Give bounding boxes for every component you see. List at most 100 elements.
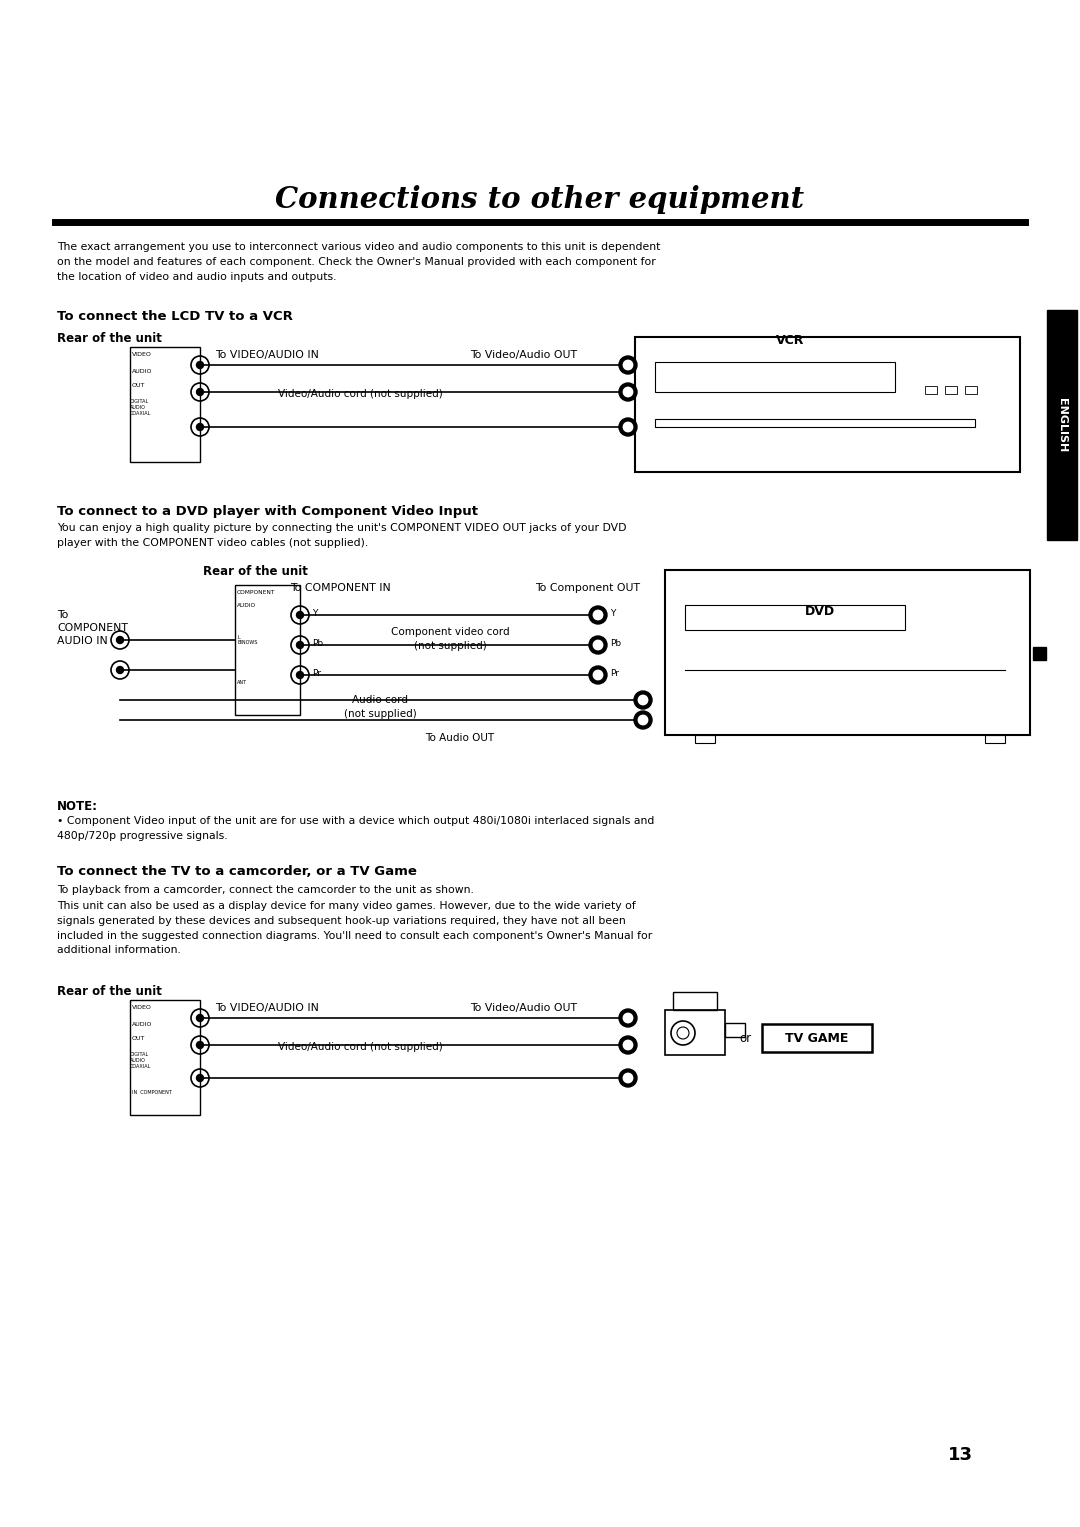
Circle shape (297, 672, 303, 678)
Text: L
BINOWS: L BINOWS (237, 635, 257, 646)
Bar (685, 605, 905, 631)
Text: ENGLISH: ENGLISH (1057, 399, 1067, 452)
Circle shape (619, 383, 637, 402)
Text: VCR: VCR (775, 334, 805, 347)
Circle shape (619, 1035, 637, 1054)
Bar (696, 734, 715, 744)
Bar (725, 1023, 745, 1037)
Text: Rear of the unit: Rear of the unit (57, 985, 162, 999)
Text: To Video/Audio OUT: To Video/Audio OUT (470, 350, 577, 360)
Text: Rear of the unit: Rear of the unit (203, 565, 308, 579)
Text: Component video cord
(not supplied): Component video cord (not supplied) (391, 628, 510, 651)
Text: • Component Video input of the unit are for use with a device which output 480i/: • Component Video input of the unit are … (57, 815, 654, 841)
Circle shape (197, 362, 203, 368)
Text: To playback from a camcorder, connect the camcorder to the unit as shown.: To playback from a camcorder, connect th… (57, 886, 474, 895)
Bar (945, 386, 957, 394)
Text: Y: Y (610, 608, 616, 617)
Text: COMPONENT: COMPONENT (237, 589, 275, 596)
Text: Pb: Pb (312, 638, 323, 647)
Circle shape (619, 1009, 637, 1028)
Text: TV GAME: TV GAME (785, 1032, 849, 1044)
Text: DIGITAL
AUDIO
COAXIAL: DIGITAL AUDIO COAXIAL (130, 1052, 151, 1069)
Text: DVD: DVD (805, 605, 835, 618)
Circle shape (117, 666, 123, 673)
Text: The exact arrangement you use to interconnect various video and audio components: The exact arrangement you use to interco… (57, 241, 660, 281)
Text: To connect to a DVD player with Component Video Input: To connect to a DVD player with Componen… (57, 505, 478, 518)
Bar (1047, 310, 1077, 541)
Text: ANT: ANT (237, 680, 247, 686)
Circle shape (622, 1012, 634, 1025)
Text: Pr: Pr (312, 669, 321, 678)
Text: To VIDEO/AUDIO IN: To VIDEO/AUDIO IN (215, 1003, 319, 1012)
Bar (665, 1009, 725, 1055)
Circle shape (589, 637, 607, 654)
Circle shape (592, 669, 604, 681)
Circle shape (592, 609, 604, 621)
Circle shape (619, 356, 637, 374)
Text: Pb: Pb (610, 638, 621, 647)
Text: To Audio OUT: To Audio OUT (426, 733, 495, 744)
Bar (654, 362, 895, 392)
Text: AUDIO: AUDIO (237, 603, 256, 608)
Bar (654, 418, 975, 428)
Bar (665, 570, 1030, 734)
Text: To Video/Audio OUT: To Video/Audio OUT (470, 1003, 577, 1012)
Text: To Component OUT: To Component OUT (535, 583, 640, 592)
Text: NOTE:: NOTE: (57, 800, 98, 812)
Circle shape (589, 606, 607, 625)
Text: You can enjoy a high quality picture by connecting the unit's COMPONENT VIDEO OU: You can enjoy a high quality picture by … (57, 524, 626, 548)
Text: To connect the LCD TV to a VCR: To connect the LCD TV to a VCR (57, 310, 293, 324)
Text: Rear of the unit: Rear of the unit (57, 331, 162, 345)
Text: Pr: Pr (610, 669, 619, 678)
Circle shape (619, 418, 637, 437)
Bar (1032, 647, 1047, 660)
Bar (966, 386, 977, 394)
Bar (130, 347, 200, 463)
Circle shape (197, 1075, 203, 1081)
Bar (924, 386, 937, 394)
Circle shape (592, 638, 604, 651)
Bar (985, 734, 1005, 744)
Bar (235, 585, 300, 715)
Circle shape (589, 666, 607, 684)
Text: Audio cord
(not supplied): Audio cord (not supplied) (343, 695, 417, 719)
Circle shape (622, 386, 634, 399)
Circle shape (634, 692, 652, 709)
Text: Video/Audio cord (not supplied): Video/Audio cord (not supplied) (278, 389, 443, 399)
Text: To
COMPONENT
AUDIO IN: To COMPONENT AUDIO IN (57, 609, 127, 646)
Text: or: or (739, 1032, 751, 1044)
Circle shape (637, 693, 649, 705)
Text: IN  COMPONENT: IN COMPONENT (132, 1090, 172, 1095)
Circle shape (622, 1038, 634, 1051)
Text: DIGITAL
AUDIO
COAXIAL: DIGITAL AUDIO COAXIAL (130, 399, 151, 415)
Circle shape (622, 359, 634, 371)
Circle shape (297, 611, 303, 618)
Text: OUT: OUT (132, 1035, 146, 1041)
Text: VIDEO: VIDEO (132, 1005, 152, 1009)
Circle shape (297, 641, 303, 649)
Text: This unit can also be used as a display device for many video games. However, du: This unit can also be used as a display … (57, 901, 652, 956)
Text: VIDEO: VIDEO (132, 353, 152, 357)
Circle shape (637, 715, 649, 725)
Text: Video/Audio cord (not supplied): Video/Audio cord (not supplied) (278, 1041, 443, 1052)
Text: Connections to other equipment: Connections to other equipment (275, 185, 805, 214)
Text: To connect the TV to a camcorder, or a TV Game: To connect the TV to a camcorder, or a T… (57, 864, 417, 878)
Circle shape (197, 423, 203, 431)
Circle shape (197, 1014, 203, 1022)
Bar (762, 1025, 872, 1052)
Bar (673, 993, 717, 1009)
Circle shape (117, 637, 123, 643)
Circle shape (197, 388, 203, 395)
Text: To COMPONENT IN: To COMPONENT IN (291, 583, 391, 592)
Text: To VIDEO/AUDIO IN: To VIDEO/AUDIO IN (215, 350, 319, 360)
Circle shape (619, 1069, 637, 1087)
Bar (635, 337, 1020, 472)
Text: 13: 13 (947, 1446, 972, 1464)
Bar (130, 1000, 200, 1115)
Circle shape (634, 712, 652, 728)
Text: AUDIO: AUDIO (132, 370, 152, 374)
Text: Y: Y (312, 608, 318, 617)
Text: OUT: OUT (132, 383, 146, 388)
Text: AUDIO: AUDIO (132, 1022, 152, 1028)
Circle shape (197, 1041, 203, 1049)
